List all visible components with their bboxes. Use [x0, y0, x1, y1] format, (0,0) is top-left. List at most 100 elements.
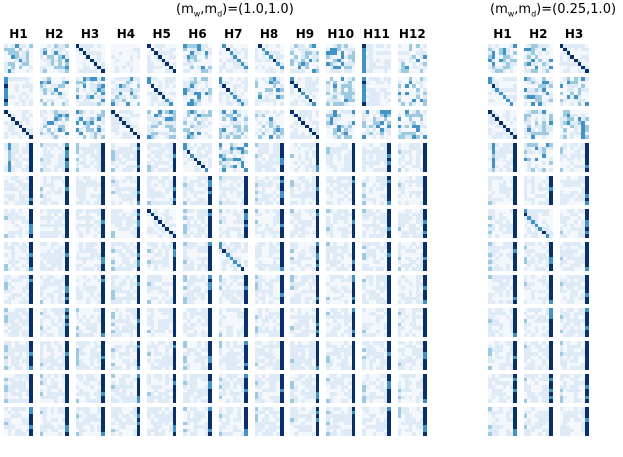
attention-cell	[93, 77, 98, 81]
attention-cell	[11, 54, 15, 59]
attention-cell	[75, 183, 80, 187]
attention-cell	[61, 110, 66, 114]
attention-cell	[115, 164, 119, 169]
attention-cell	[197, 80, 202, 85]
attention-cell	[265, 87, 270, 92]
attention-cell	[244, 124, 248, 129]
attention-cell	[380, 128, 384, 132]
attention-cell	[272, 131, 277, 136]
attention-cell	[186, 157, 191, 162]
attention-map-l7-h9	[290, 242, 320, 271]
attention-cell	[193, 51, 198, 55]
attention-cell	[236, 77, 241, 81]
attention-cell	[397, 124, 402, 129]
attention-cell	[218, 168, 223, 172]
attention-cell	[147, 190, 151, 195]
attention-cell	[14, 120, 19, 125]
attention-cell	[39, 300, 44, 304]
attention-cell	[365, 300, 370, 304]
attention-cell	[161, 329, 166, 334]
attention-cell	[136, 176, 141, 180]
attention-cell	[14, 164, 19, 169]
attention-cell	[233, 249, 237, 253]
attention-cell	[254, 58, 259, 63]
attention-cell	[326, 157, 330, 162]
attention-cell	[150, 157, 155, 162]
attention-cell	[115, 98, 119, 103]
attention-cell	[150, 128, 155, 132]
attention-cell	[118, 87, 123, 92]
attention-cell	[261, 54, 266, 59]
attention-cell	[65, 51, 69, 55]
attention-cell	[208, 190, 212, 195]
attention-cell	[147, 135, 151, 139]
attention-cell	[165, 80, 169, 85]
attention-cell	[258, 95, 262, 99]
attention-cell	[154, 124, 159, 129]
attention-cell	[22, 201, 26, 205]
attention-cell	[269, 201, 273, 205]
attention-cell	[118, 110, 123, 114]
attention-cell	[233, 135, 237, 139]
attention-cell	[269, 117, 273, 121]
attention-cell	[361, 98, 366, 103]
attention-cell	[115, 77, 119, 81]
attention-cell	[376, 80, 381, 85]
attention-cell	[11, 168, 15, 172]
attention-cell	[279, 146, 284, 151]
title-text: )=(0.25,1.0)	[536, 2, 617, 17]
attention-map-l4-h1	[4, 143, 33, 172]
attention-cell	[233, 168, 237, 172]
attention-cell	[397, 150, 402, 154]
attention-cell	[50, 366, 55, 370]
attention-cell	[158, 65, 162, 70]
attention-cell	[233, 124, 237, 129]
attention-cell	[233, 117, 237, 121]
attention-cell	[315, 333, 320, 337]
attention-cell	[11, 95, 15, 99]
attention-cell	[158, 153, 162, 158]
attention-cell	[218, 58, 223, 63]
attention-cell	[172, 120, 177, 125]
attention-cell	[233, 128, 237, 132]
attention-cell	[412, 65, 416, 70]
attention-cell	[79, 44, 83, 48]
attention-cell	[165, 186, 169, 191]
attention-cell	[229, 333, 234, 337]
attention-cell	[405, 124, 409, 129]
attention-cell	[376, 65, 381, 70]
attention-cell	[93, 84, 98, 88]
attention-cell	[294, 168, 298, 172]
attention-cell	[22, 168, 26, 172]
attention-cell	[193, 135, 198, 139]
attention-cell	[326, 102, 330, 106]
attention-cell	[218, 194, 223, 198]
attention-cell	[136, 190, 141, 195]
attention-cell	[369, 51, 373, 55]
attention-cell	[329, 120, 334, 125]
attention-cell	[412, 113, 416, 118]
attention-cell	[22, 102, 26, 106]
attention-cell	[208, 183, 212, 187]
attention-cell	[29, 150, 33, 154]
attention-map-l5-h4	[111, 176, 141, 205]
attention-cell	[261, 124, 266, 129]
attention-map-l1-h7	[218, 44, 248, 73]
attention-cell	[376, 95, 381, 99]
attention-cell	[365, 227, 370, 231]
attention-cell	[147, 124, 151, 129]
attention-cell	[279, 153, 284, 158]
attention-cell	[351, 157, 356, 162]
attention-cell	[315, 146, 320, 151]
attention-cell	[100, 186, 105, 191]
attention-map-l2-h2	[39, 77, 69, 106]
attention-cell	[276, 95, 280, 99]
attention-cell	[244, 168, 248, 172]
attention-cell	[269, 161, 273, 165]
attention-cell	[265, 161, 270, 165]
attention-cell	[61, 84, 66, 88]
attention-cell	[97, 143, 101, 147]
title-text: ,m	[200, 2, 218, 17]
attention-cell	[11, 120, 15, 125]
attention-cell	[423, 161, 427, 165]
